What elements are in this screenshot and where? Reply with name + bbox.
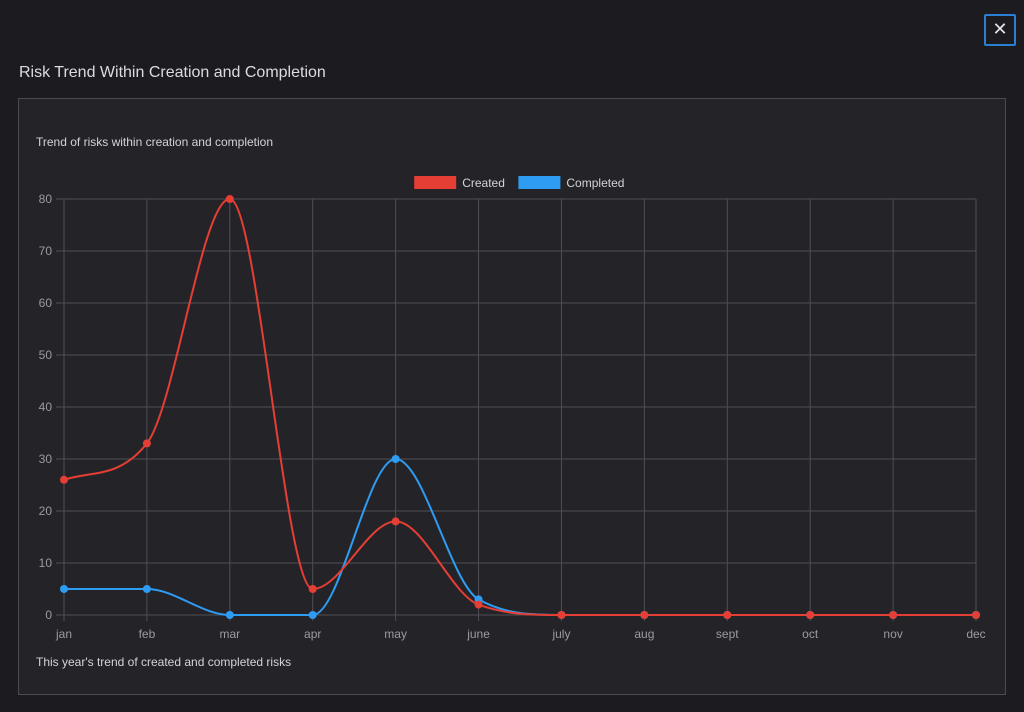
x-tick-label: oct [802, 627, 819, 641]
data-point-completed[interactable] [225, 611, 234, 619]
data-point-created[interactable] [391, 517, 400, 526]
data-point-created[interactable] [557, 611, 566, 619]
data-point-created[interactable] [723, 611, 732, 619]
data-point-created[interactable] [60, 475, 68, 484]
data-point-created[interactable] [474, 600, 483, 609]
y-tick-label: 40 [39, 400, 53, 414]
modal-title: Risk Trend Within Creation and Completio… [19, 64, 326, 81]
x-tick-label: feb [139, 627, 156, 641]
y-tick-label: 30 [39, 452, 53, 466]
data-point-created[interactable] [142, 439, 151, 448]
legend-swatch-created[interactable] [414, 176, 457, 189]
data-point-created[interactable] [308, 585, 317, 593]
chart-panel: Trend of risks within creation and compl… [18, 98, 1006, 695]
data-point-created[interactable] [225, 195, 234, 203]
y-tick-label: 60 [39, 296, 53, 310]
legend-label-completed[interactable]: Completed [566, 176, 624, 190]
series-line-completed [64, 457, 976, 617]
legend-label-created[interactable]: Created [462, 176, 505, 190]
x-tick-label: mar [219, 627, 240, 641]
x-tick-label: july [551, 627, 570, 641]
data-point-completed[interactable] [308, 611, 317, 619]
y-tick-label: 50 [39, 348, 53, 362]
x-tick-label: may [384, 627, 407, 641]
x-tick-label: sept [716, 627, 739, 641]
x-tick-label: jan [55, 627, 72, 641]
legend: Created Completed [414, 176, 624, 190]
series [60, 195, 980, 619]
x-tick-label: apr [304, 627, 321, 641]
data-point-created[interactable] [806, 611, 815, 619]
chart-subtitle: Trend of risks within creation and compl… [36, 135, 273, 149]
line-chart: 0 10 20 30 40 50 60 70 80 jan feb mar apr may june jul… [39, 176, 986, 641]
y-tick-label: 70 [39, 244, 53, 258]
grid [56, 198, 977, 621]
series-line-created [63, 197, 976, 617]
y-axis-ticks: 0 10 20 30 40 50 60 70 80 [39, 192, 53, 622]
y-tick-label: 80 [39, 192, 53, 206]
chart-caption: This year's trend of created and complet… [36, 655, 292, 669]
data-point-completed[interactable] [391, 455, 400, 463]
data-point-created[interactable] [640, 611, 649, 619]
x-tick-label: nov [883, 627, 902, 641]
close-button[interactable]: ✕ [984, 14, 1016, 46]
x-axis-ticks: jan feb mar apr may june july aug sept oct nov dec [55, 627, 986, 641]
close-icon: ✕ [992, 19, 1008, 40]
x-tick-label: aug [634, 627, 654, 641]
y-tick-label: 10 [39, 556, 53, 570]
y-tick-label: 20 [39, 504, 53, 518]
y-tick-label: 0 [45, 608, 52, 622]
data-point-created[interactable] [889, 611, 898, 619]
x-tick-label: june [466, 627, 490, 641]
data-point-completed[interactable] [142, 585, 151, 593]
data-point-created[interactable] [972, 611, 980, 619]
data-point-completed[interactable] [60, 585, 68, 593]
x-tick-label: dec [966, 627, 985, 641]
legend-swatch-completed[interactable] [518, 176, 561, 189]
